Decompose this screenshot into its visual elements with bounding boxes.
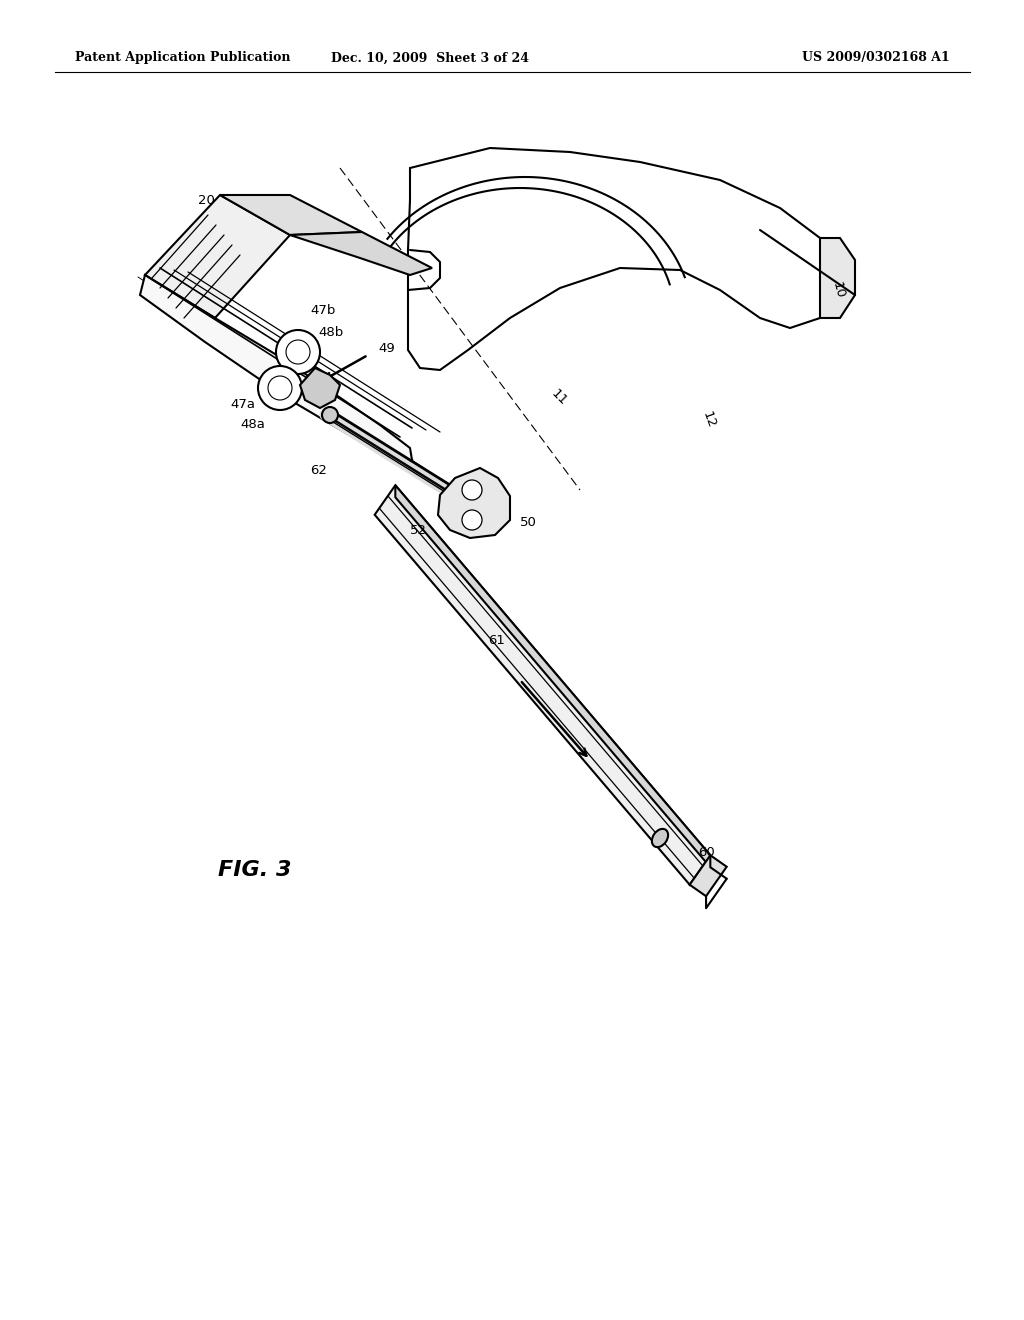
Text: FIG. 3: FIG. 3 [218,861,292,880]
Polygon shape [408,148,840,370]
Circle shape [258,366,302,411]
Text: 48a: 48a [240,418,265,432]
Circle shape [276,330,319,374]
Polygon shape [690,855,727,896]
Circle shape [462,510,482,531]
Polygon shape [220,195,362,235]
Circle shape [462,480,482,500]
Text: 52: 52 [410,524,427,536]
Text: US 2009/0302168 A1: US 2009/0302168 A1 [802,51,950,65]
Polygon shape [395,486,711,867]
Text: 10: 10 [830,280,847,300]
Polygon shape [140,275,412,469]
Polygon shape [290,232,432,275]
Text: 49: 49 [378,342,394,355]
Text: Dec. 10, 2009  Sheet 3 of 24: Dec. 10, 2009 Sheet 3 of 24 [331,51,529,65]
Polygon shape [820,238,855,318]
Text: 47b: 47b [310,304,336,317]
Text: 12: 12 [700,409,718,430]
Text: 11: 11 [548,387,569,409]
Ellipse shape [652,829,668,847]
Text: 47a: 47a [230,399,255,412]
Text: 50: 50 [520,516,537,528]
Polygon shape [145,195,290,318]
Polygon shape [438,469,510,539]
Circle shape [322,407,338,422]
Text: Patent Application Publication: Patent Application Publication [75,51,291,65]
Text: 48b: 48b [318,326,343,338]
Polygon shape [375,486,711,884]
Circle shape [268,376,292,400]
Circle shape [286,341,310,364]
Text: 61: 61 [488,634,505,647]
Text: 60: 60 [698,846,715,858]
Text: 62: 62 [310,463,327,477]
Text: 20: 20 [198,194,215,206]
Polygon shape [300,368,340,408]
